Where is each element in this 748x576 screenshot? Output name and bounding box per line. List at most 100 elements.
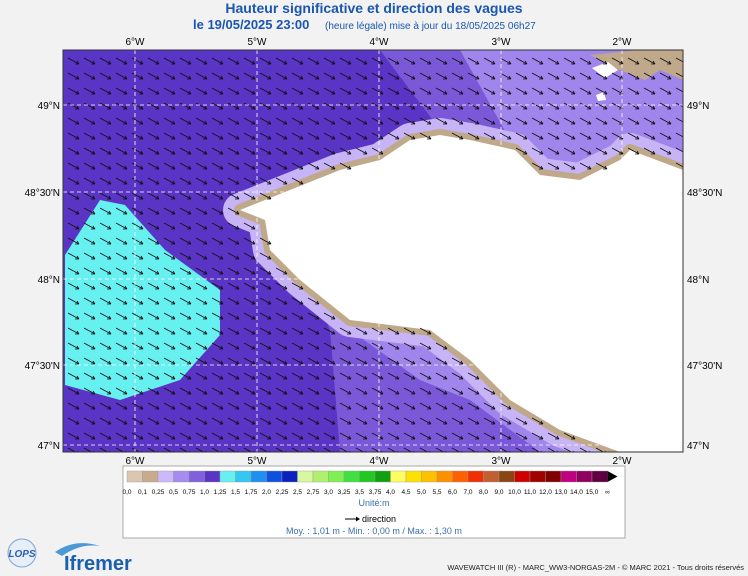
wave-arrow [115, 372, 128, 380]
wave-arrow [163, 102, 176, 110]
wave-arrow [131, 342, 144, 350]
wave-arrow [483, 402, 496, 410]
wave-arrow [227, 357, 240, 365]
wave-arrow [435, 357, 448, 365]
wave-arrow [563, 432, 576, 440]
wave-arrow [83, 207, 96, 215]
wave-arrow [83, 147, 96, 155]
wave-arrow [211, 297, 224, 305]
wave-arrow [243, 297, 256, 305]
wave-arrow [115, 387, 128, 395]
color-swatch [560, 470, 577, 483]
wave-arrow [147, 192, 160, 200]
wave-arrow [451, 72, 464, 80]
wave-arrow [83, 162, 96, 170]
wave-arrow [115, 432, 128, 440]
wave-arrow [211, 327, 224, 335]
wave-arrow [339, 432, 352, 440]
wave-arrow [115, 417, 128, 425]
wave-arrow [179, 282, 192, 290]
wave-arrow [627, 132, 640, 140]
wave-arrow [243, 282, 256, 290]
wave-arrow [227, 87, 240, 95]
wave-arrow [115, 207, 128, 215]
wave-arrow [499, 402, 512, 410]
land [240, 135, 683, 452]
wave-arrow [531, 162, 544, 170]
wave-arrow [259, 372, 272, 380]
wave-arrow [483, 432, 496, 440]
wave-arrow [483, 417, 496, 425]
color-swatch [467, 470, 484, 483]
map [63, 50, 683, 452]
wave-arrow [99, 387, 112, 395]
wave-arrow [243, 162, 256, 170]
wave-arrow [563, 57, 576, 65]
wave-arrow [99, 237, 112, 245]
wave-arrow [643, 147, 656, 155]
wave-arrow [291, 402, 304, 410]
wave-arrow [131, 192, 144, 200]
wave-arrow [371, 72, 384, 80]
wave-arrow [83, 417, 96, 425]
wave-arrow [211, 237, 224, 245]
wave-arrow [211, 282, 224, 290]
wave-arrow [179, 417, 192, 425]
wave-arrow [227, 117, 240, 125]
wave-arrow [291, 327, 304, 335]
wave-arrow [147, 87, 160, 95]
wave-arrow [387, 432, 400, 440]
wave-arrow [83, 357, 96, 365]
wave-arrow [83, 177, 96, 185]
wave-arrow [211, 267, 224, 275]
wave-arrow [67, 132, 80, 140]
wave-arrow [131, 177, 144, 185]
wave-arrow [83, 342, 96, 350]
lon-label-top: 6°W [126, 37, 146, 48]
wave-arrow [259, 102, 272, 110]
wave-arrow [227, 267, 240, 275]
wave-arrow [291, 372, 304, 380]
color-label: 5,5 [432, 489, 441, 496]
wave-arrow [291, 387, 304, 395]
wave-arrow [403, 402, 416, 410]
wave-arrow [115, 222, 128, 230]
wave-arrow [451, 402, 464, 410]
wave-arrow [83, 282, 96, 290]
wave-arrow [83, 432, 96, 440]
wave-arrow [339, 342, 352, 350]
wave-arrow [291, 162, 304, 170]
wave-arrow [323, 417, 336, 425]
color-label: ∞ [605, 489, 610, 496]
wave-arrow [99, 252, 112, 260]
wave-arrow [179, 237, 192, 245]
wave-arrow [435, 87, 448, 95]
wave-arrow [163, 57, 176, 65]
ifremer-wave [55, 543, 100, 556]
wave-arrow [451, 387, 464, 395]
color-swatch [359, 470, 376, 483]
color-label: 2,0 [262, 489, 271, 496]
color-label: 6,0 [448, 489, 457, 496]
wave-arrow [323, 432, 336, 440]
wave-arrow [323, 387, 336, 395]
wave-arrow [499, 432, 512, 440]
wave-arrow [467, 132, 480, 140]
wave-arrow [323, 327, 336, 335]
wave-arrow [451, 102, 464, 110]
color-swatch [576, 470, 593, 483]
wave-arrow [259, 342, 272, 350]
wave-arrow [547, 117, 560, 125]
wave-arrow [115, 102, 128, 110]
wave-arrow [515, 432, 528, 440]
wave-arrow [563, 132, 576, 140]
wave-arrow [99, 102, 112, 110]
wave-arrow [243, 222, 256, 230]
wave-arrow [211, 117, 224, 125]
wave-arrow [483, 102, 496, 110]
lat-label-right: 49°N [687, 101, 709, 112]
wave-arrow [99, 57, 112, 65]
wave-arrow [131, 432, 144, 440]
wave-arrow [115, 72, 128, 80]
wave-arrow [227, 207, 240, 215]
